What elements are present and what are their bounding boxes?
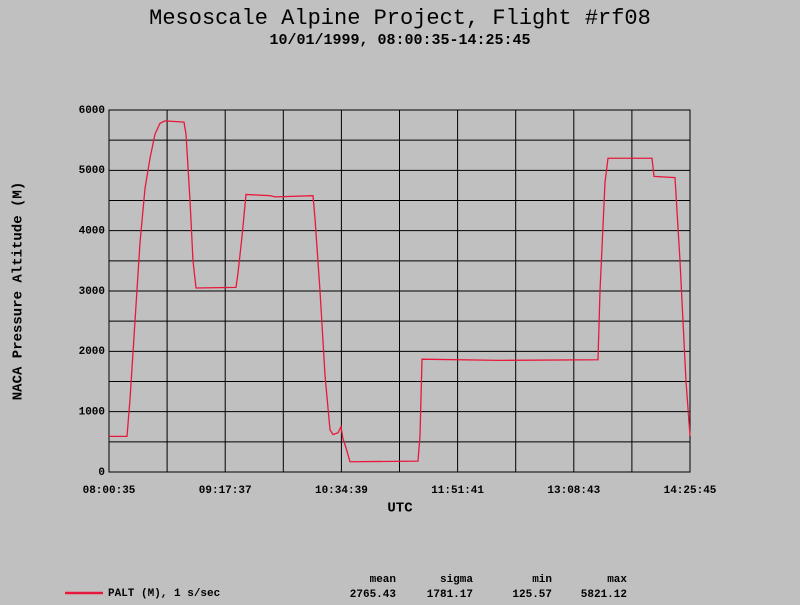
- y-tick-label: 0: [98, 467, 105, 479]
- chart-subtitle: 10/01/1999, 08:00:35-14:25:45: [269, 32, 530, 49]
- stats-value: 5821.12: [581, 589, 627, 601]
- data-line: [109, 120, 691, 463]
- x-tick-label: 10:34:39: [315, 485, 368, 497]
- x-tick-label: 11:51:41: [431, 485, 484, 497]
- stats-value: 1781.17: [427, 589, 473, 601]
- stats-value: 2765.43: [350, 589, 397, 601]
- x-tick-label: 09:17:37: [199, 485, 252, 497]
- y-tick-label: 6000: [79, 105, 105, 117]
- chart-title: Mesoscale Alpine Project, Flight #rf08: [149, 6, 651, 31]
- y-tick-label: 3000: [79, 286, 105, 298]
- x-tick-label: 13:08:43: [547, 485, 600, 497]
- stats-header: max: [607, 574, 627, 586]
- legend-label: PALT (M), 1 s/sec: [108, 588, 220, 600]
- x-tick-label: 08:00:35: [83, 485, 136, 497]
- x-tick-label: 14:25:45: [664, 485, 717, 497]
- y-tick-label: 5000: [79, 165, 105, 177]
- stats-header: min: [532, 574, 552, 586]
- stats-header: sigma: [440, 574, 473, 586]
- y-tick-label: 2000: [79, 346, 105, 358]
- y-tick-label: 4000: [79, 226, 105, 238]
- x-axis-label: UTC: [387, 501, 413, 517]
- y-tick-label: 1000: [79, 407, 105, 419]
- stats-header: mean: [370, 574, 396, 586]
- stats-value: 125.57: [512, 589, 552, 601]
- y-axis-label: NACA Pressure Altitude (M): [11, 182, 27, 400]
